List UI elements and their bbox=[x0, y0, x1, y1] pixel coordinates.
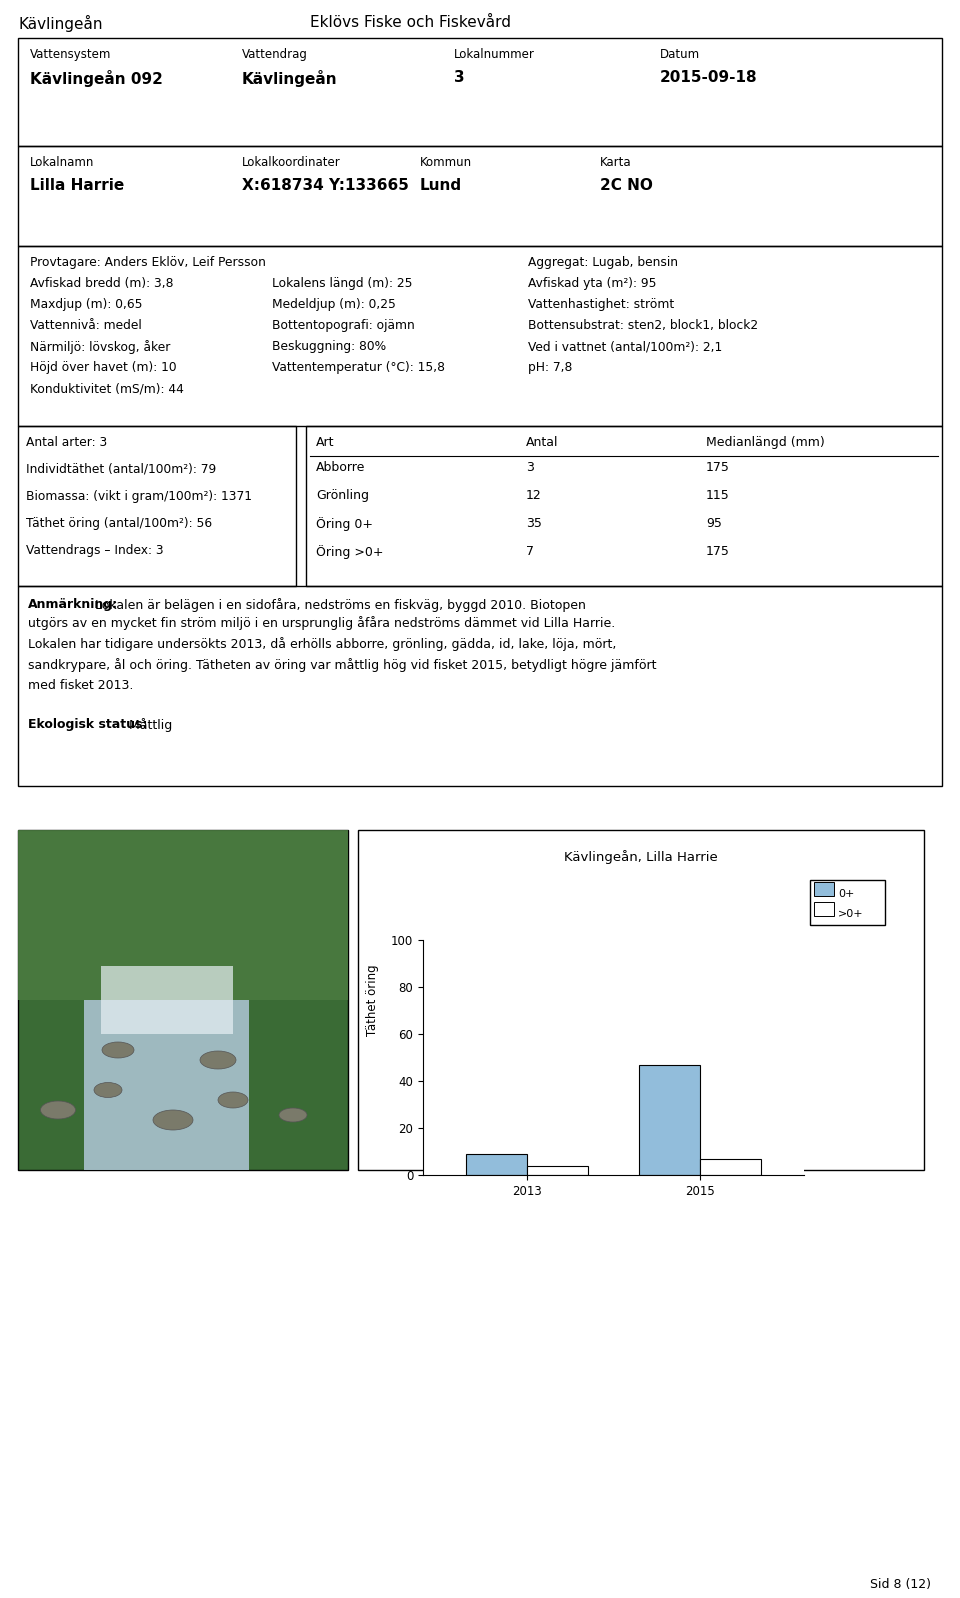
Text: Medeldjup (m): 0,25: Medeldjup (m): 0,25 bbox=[272, 297, 396, 312]
Text: Avfiskad bredd (m): 3,8: Avfiskad bredd (m): 3,8 bbox=[30, 276, 174, 289]
Text: Vattendrag: Vattendrag bbox=[242, 48, 308, 61]
Bar bbox=[18, 246, 942, 427]
Text: >0+: >0+ bbox=[838, 909, 864, 919]
Text: Vattenhastighet: strömt: Vattenhastighet: strömt bbox=[528, 297, 674, 312]
Text: Lokalen är belägen i en sidofåra, nedströms en fiskväg, byggd 2010. Biotopen: Lokalen är belägen i en sidofåra, nedstr… bbox=[90, 598, 586, 612]
Text: 175: 175 bbox=[706, 460, 730, 475]
Bar bbox=[84, 1000, 249, 1170]
Ellipse shape bbox=[40, 1101, 76, 1119]
Text: Vattennivå: medel: Vattennivå: medel bbox=[30, 320, 142, 332]
Bar bbox=[101, 967, 232, 1034]
Text: 2015-09-18: 2015-09-18 bbox=[660, 70, 757, 85]
Text: 12: 12 bbox=[526, 489, 541, 502]
Text: X:618734 Y:133665: X:618734 Y:133665 bbox=[242, 177, 409, 193]
Bar bbox=[814, 882, 834, 896]
Text: Vattensystem: Vattensystem bbox=[30, 48, 111, 61]
Text: 7: 7 bbox=[526, 545, 534, 558]
Text: 0+: 0+ bbox=[838, 888, 854, 900]
Text: Kävlingeån: Kävlingeån bbox=[242, 70, 338, 86]
Text: Eklövs Fiske och Fiskevård: Eklövs Fiske och Fiskevård bbox=[310, 14, 511, 30]
Text: Närmiljö: lövskog, åker: Närmiljö: lövskog, åker bbox=[30, 340, 170, 355]
Text: Individtäthet (antal/100m²): 79: Individtäthet (antal/100m²): 79 bbox=[26, 463, 216, 476]
Text: Maxdjup (m): 0,65: Maxdjup (m): 0,65 bbox=[30, 297, 142, 312]
Bar bbox=[18, 145, 942, 246]
Text: Sid 8 (12): Sid 8 (12) bbox=[870, 1577, 931, 1592]
Text: Beskuggning: 80%: Beskuggning: 80% bbox=[272, 340, 386, 353]
Text: Lokalnummer: Lokalnummer bbox=[454, 48, 535, 61]
Text: med fisket 2013.: med fisket 2013. bbox=[28, 679, 133, 692]
Text: Täthet öring: Täthet öring bbox=[366, 964, 379, 1036]
Text: Lokalens längd (m): 25: Lokalens längd (m): 25 bbox=[272, 276, 413, 289]
Bar bbox=[18, 586, 942, 786]
Text: Anmärkning:: Anmärkning: bbox=[28, 598, 118, 610]
Ellipse shape bbox=[218, 1091, 248, 1107]
Text: sandkrypare, ål och öring. Tätheten av öring var måttlig hög vid fisket 2015, be: sandkrypare, ål och öring. Tätheten av ö… bbox=[28, 658, 657, 673]
Text: Ved i vattnet (antal/100m²): 2,1: Ved i vattnet (antal/100m²): 2,1 bbox=[528, 340, 722, 353]
Bar bbox=[467, 1154, 527, 1175]
Text: Måttlig: Måttlig bbox=[125, 718, 172, 732]
Text: Vattendrags – Index: 3: Vattendrags – Index: 3 bbox=[26, 543, 163, 558]
Text: 175: 175 bbox=[706, 545, 730, 558]
Text: 115: 115 bbox=[706, 489, 730, 502]
Text: 3: 3 bbox=[526, 460, 534, 475]
Bar bbox=[18, 38, 942, 145]
Ellipse shape bbox=[102, 1042, 134, 1058]
Text: Medianlängd (mm): Medianlängd (mm) bbox=[706, 436, 825, 449]
Bar bbox=[358, 829, 924, 1170]
Text: 3: 3 bbox=[454, 70, 465, 85]
Bar bbox=[18, 427, 296, 586]
Ellipse shape bbox=[94, 1082, 122, 1098]
Text: Lokalnamn: Lokalnamn bbox=[30, 157, 94, 169]
Text: Avfiskad yta (m²): 95: Avfiskad yta (m²): 95 bbox=[528, 276, 657, 289]
Text: Kävlingeån: Kävlingeån bbox=[18, 14, 103, 32]
Ellipse shape bbox=[200, 1051, 236, 1069]
Text: Täthet öring (antal/100m²): 56: Täthet öring (antal/100m²): 56 bbox=[26, 518, 212, 531]
Text: Kävlingeån 092: Kävlingeån 092 bbox=[30, 70, 163, 86]
Bar bbox=[814, 901, 834, 916]
Text: 35: 35 bbox=[526, 518, 541, 531]
Bar bbox=[810, 880, 885, 925]
Text: Öring >0+: Öring >0+ bbox=[316, 545, 383, 559]
Bar bbox=[18, 829, 348, 1170]
Text: Bottentopografi: ojämn: Bottentopografi: ojämn bbox=[272, 320, 415, 332]
Text: Kävlingeån, Lilla Harrie: Kävlingeån, Lilla Harrie bbox=[564, 850, 718, 865]
Ellipse shape bbox=[153, 1111, 193, 1130]
Text: Provtagare: Anders Eklöv, Leif Persson: Provtagare: Anders Eklöv, Leif Persson bbox=[30, 256, 266, 268]
Text: Lokalen har tidigare undersökts 2013, då erhölls abborre, grönling, gädda, id, l: Lokalen har tidigare undersökts 2013, då… bbox=[28, 638, 616, 650]
Text: Art: Art bbox=[316, 436, 334, 449]
Text: pH: 7,8: pH: 7,8 bbox=[528, 361, 572, 374]
Text: Lund: Lund bbox=[420, 177, 462, 193]
Text: Kommun: Kommun bbox=[420, 157, 472, 169]
Text: Bottensubstrat: sten2, block1, block2: Bottensubstrat: sten2, block1, block2 bbox=[528, 320, 758, 332]
Text: Konduktivitet (mS/m): 44: Konduktivitet (mS/m): 44 bbox=[30, 382, 184, 395]
Text: Abborre: Abborre bbox=[316, 460, 366, 475]
Text: Öring 0+: Öring 0+ bbox=[316, 518, 373, 531]
Text: Höjd över havet (m): 10: Höjd över havet (m): 10 bbox=[30, 361, 177, 374]
Text: Antal arter: 3: Antal arter: 3 bbox=[26, 436, 108, 449]
Ellipse shape bbox=[279, 1107, 307, 1122]
Bar bbox=[527, 1165, 588, 1175]
Text: Karta: Karta bbox=[600, 157, 632, 169]
Text: 2C NO: 2C NO bbox=[600, 177, 653, 193]
Text: Datum: Datum bbox=[660, 48, 700, 61]
Text: Ekologisk status:: Ekologisk status: bbox=[28, 718, 148, 730]
Text: Biomassa: (vikt i gram/100m²): 1371: Biomassa: (vikt i gram/100m²): 1371 bbox=[26, 491, 252, 503]
Bar bbox=[18, 829, 348, 1000]
Text: Lokalkoordinater: Lokalkoordinater bbox=[242, 157, 341, 169]
Bar bbox=[639, 1064, 700, 1175]
Text: 95: 95 bbox=[706, 518, 722, 531]
Text: Antal: Antal bbox=[526, 436, 559, 449]
Bar bbox=[700, 1159, 760, 1175]
Text: Aggregat: Lugab, bensin: Aggregat: Lugab, bensin bbox=[528, 256, 678, 268]
Text: Lilla Harrie: Lilla Harrie bbox=[30, 177, 124, 193]
Text: Grönling: Grönling bbox=[316, 489, 369, 502]
Text: Vattentemperatur (°C): 15,8: Vattentemperatur (°C): 15,8 bbox=[272, 361, 445, 374]
Text: utgörs av en mycket fin ström miljö i en ursprunglig åfåra nedströms dämmet vid : utgörs av en mycket fin ström miljö i en… bbox=[28, 615, 615, 630]
Bar bbox=[306, 427, 942, 586]
